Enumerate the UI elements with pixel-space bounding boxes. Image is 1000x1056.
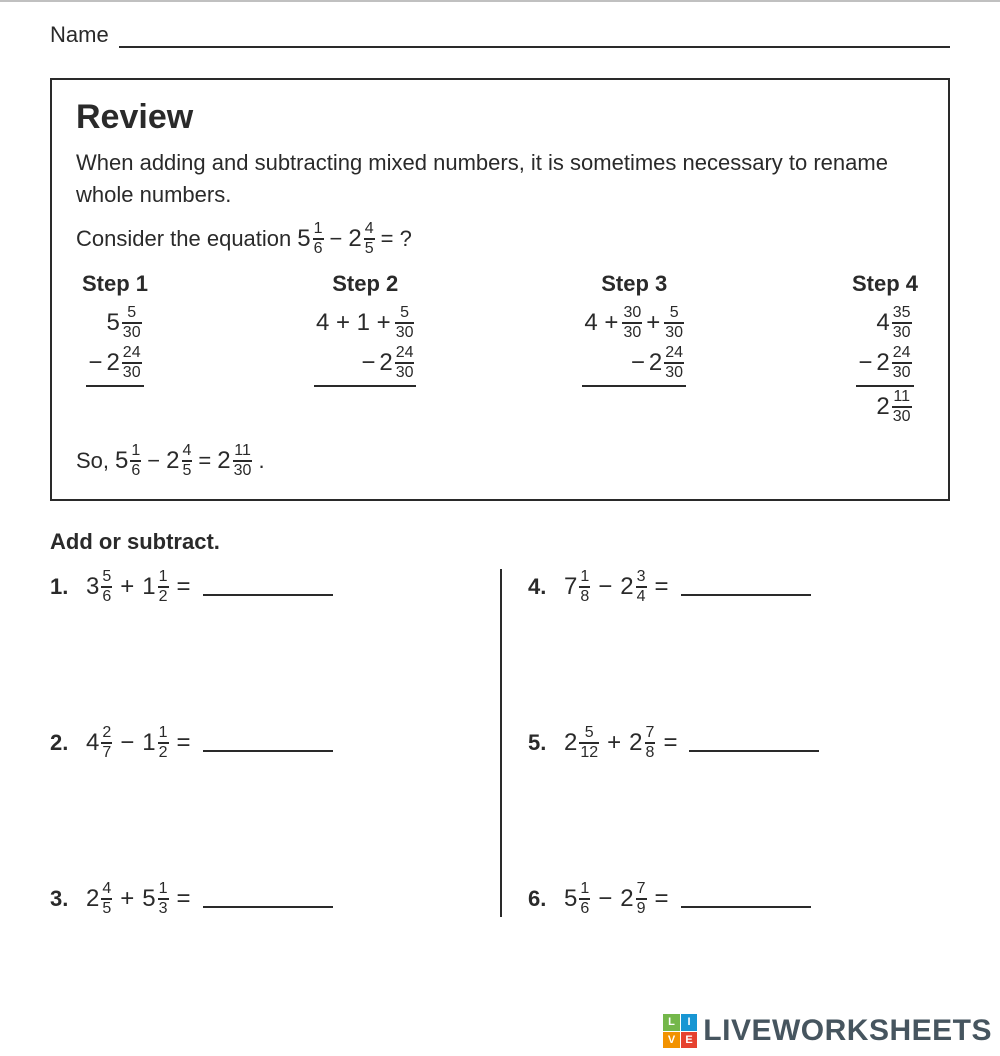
answer-line[interactable] [203,890,333,908]
rule [86,385,143,387]
consider-suffix: = ? [381,226,412,252]
step-3-label: Step 3 [601,271,667,297]
step-4: Step 4 43530 − 22430 21130 [852,271,918,427]
step-2-label: Step 2 [332,271,398,297]
problem-number: 4. [528,574,556,600]
problems-left-col: 1.356+112= 2.427−112= 3.245+513= [50,569,500,917]
step-4-label: Step 4 [852,271,918,297]
problem-number: 3. [50,886,78,912]
instruction: Add or subtract. [50,529,950,555]
problem: 6.516−279= [528,881,950,917]
watermark-text: LIVEWORKSHEETS [703,1014,992,1048]
answer-line[interactable] [203,734,333,752]
problem-number: 6. [528,886,556,912]
so-row: So, 516 − 245 = 21130 . [76,443,924,479]
consider-b: 2 45 [348,221,374,257]
answer-line[interactable] [681,890,811,908]
review-intro: When adding and subtracting mixed number… [76,147,924,211]
step-1-label: Step 1 [82,271,148,297]
problem-number: 2. [50,730,78,756]
worksheet-page: Name Review When adding and subtracting … [0,0,1000,947]
problems-right-col: 4.718−234= 5.2512+278= 6.516−279= [500,569,950,917]
answer-line[interactable] [203,578,333,596]
consider-a: 5 16 [297,221,323,257]
so-prefix: So, [76,448,109,474]
problem: 4.718−234= [528,569,950,605]
rule [582,385,686,387]
consider-equation: Consider the equation 5 16 − 2 45 = ? [76,221,924,257]
problem-number: 5. [528,730,556,756]
problem: 2.427−112= [50,725,480,761]
review-box: Review When adding and subtracting mixed… [50,78,950,501]
consider-op: − [330,226,343,252]
answer-line[interactable] [689,734,819,752]
problem: 3.245+513= [50,881,480,917]
step-3: Step 3 4 + 3030 + 530 − 22430 [582,271,686,427]
problems: 1.356+112= 2.427−112= 3.245+513= 4.718−234… [50,569,950,917]
review-title: Review [76,98,924,137]
problem-number: 1. [50,574,78,600]
answer-line[interactable] [681,578,811,596]
problem: 5.2512+278= [528,725,950,761]
column-divider [500,569,502,917]
step-2: Step 2 4 + 1 + 530 − 22430 [314,271,417,427]
name-row: Name [50,22,950,48]
name-label: Name [50,22,109,48]
rule [314,385,417,387]
watermark: L I V E LIVEWORKSHEETS [663,1014,992,1048]
steps-row: Step 1 5530 − 22430 Step 2 4 + [76,271,924,427]
step-1: Step 1 5530 − 22430 [82,271,148,427]
watermark-badge-icon: L I V E [663,1014,697,1048]
name-input-line[interactable] [119,26,950,48]
consider-prefix: Consider the equation [76,226,291,252]
problem: 1.356+112= [50,569,480,605]
